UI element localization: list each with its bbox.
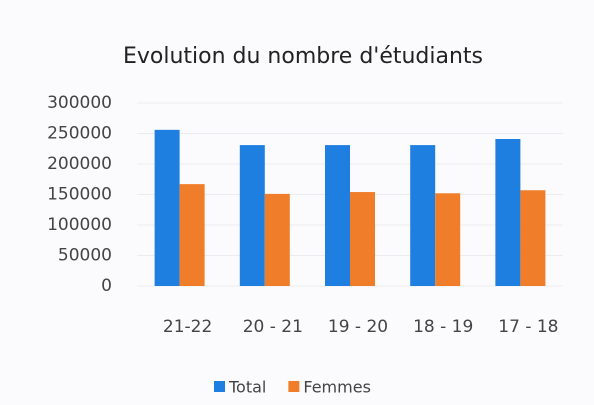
bar xyxy=(350,192,375,286)
bar xyxy=(495,138,521,286)
y-tick-label: 250000 xyxy=(47,124,112,144)
x-tick-label: 21-22 xyxy=(163,317,212,337)
x-tick-label: 19 - 20 xyxy=(328,317,388,337)
y-tick-label: 150000 xyxy=(47,185,112,205)
y-tick-label: 0 xyxy=(101,276,112,296)
legend-label: Femmes xyxy=(303,378,371,397)
legend-swatch xyxy=(214,381,225,392)
bar xyxy=(239,145,265,286)
x-tick-label: 20 - 21 xyxy=(243,317,303,337)
y-tick-label: 300000 xyxy=(47,93,112,113)
legend-swatch xyxy=(288,381,300,392)
x-tick-label: 17 - 18 xyxy=(498,317,558,337)
bar xyxy=(264,193,290,286)
x-tick-label: 18 - 19 xyxy=(413,317,473,337)
bar xyxy=(410,145,436,286)
chart-title: Evolution du nombre d'étudiants xyxy=(123,44,483,69)
y-tick-label: 100000 xyxy=(47,215,112,235)
bar xyxy=(154,129,180,286)
bar xyxy=(435,193,461,286)
bar xyxy=(520,190,546,286)
y-tick-label: 200000 xyxy=(47,154,112,174)
legend-label: Total xyxy=(228,378,266,397)
bar xyxy=(179,184,205,286)
y-tick-label: 50000 xyxy=(58,246,112,266)
bar xyxy=(325,145,350,286)
